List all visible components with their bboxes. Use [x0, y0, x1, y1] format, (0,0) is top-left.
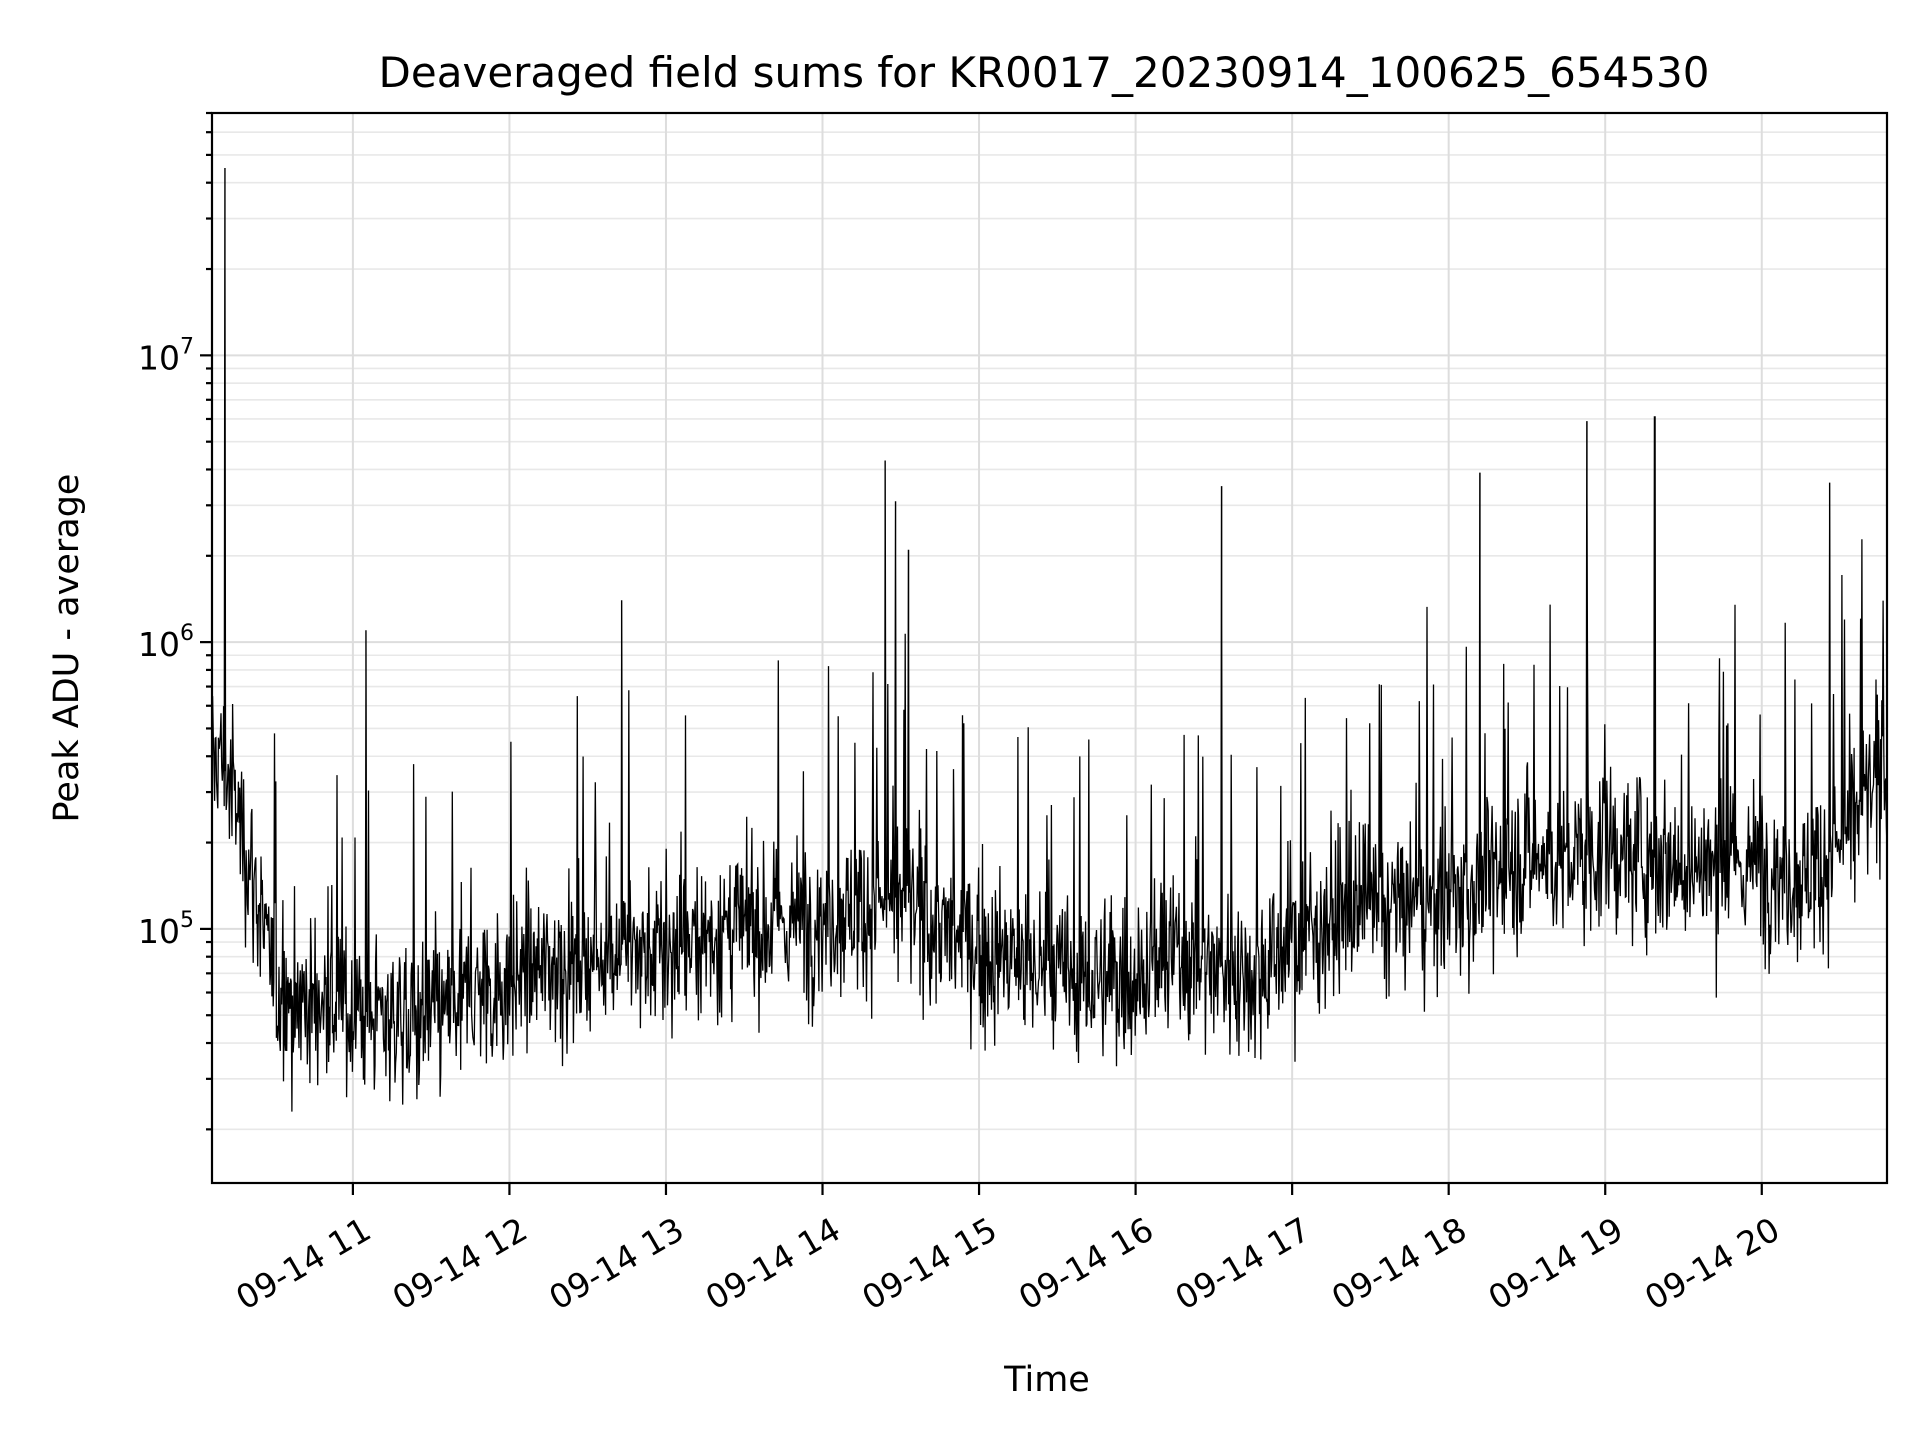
x-tick-label: 09-14 16 — [1012, 1210, 1160, 1318]
chart-title: Deaveraged field sums for KR0017_2023091… — [379, 48, 1710, 97]
y-tick-label: 105 — [138, 908, 194, 951]
x-tick-label: 09-14 15 — [855, 1210, 1003, 1318]
x-tick-label: 09-14 19 — [1482, 1210, 1630, 1318]
x-tick-label: 09-14 20 — [1638, 1210, 1786, 1318]
x-tick-label: 09-14 14 — [699, 1210, 847, 1318]
y-tick-label: 107 — [138, 334, 194, 377]
y-axis-label: Peak ADU - average — [47, 474, 87, 823]
x-tick-label: 09-14 13 — [542, 1210, 690, 1318]
x-tick-label: 09-14 11 — [229, 1210, 377, 1318]
x-axis-label: Time — [1003, 1360, 1090, 1400]
y-axis: 105 106 107 — [138, 111, 212, 1131]
y-tick-label: 106 — [138, 621, 194, 664]
x-axis: 09-14 11 09-14 12 09-14 13 09-14 14 09-14 15… — [229, 1183, 1786, 1318]
grid — [212, 112, 1887, 1183]
series-line — [211, 167, 1888, 1112]
x-tick-label: 09-14 12 — [386, 1210, 534, 1318]
x-tick-label: 09-14 18 — [1325, 1210, 1473, 1318]
x-tick-label: 09-14 17 — [1169, 1210, 1317, 1318]
plot-frame — [210, 111, 1889, 1185]
